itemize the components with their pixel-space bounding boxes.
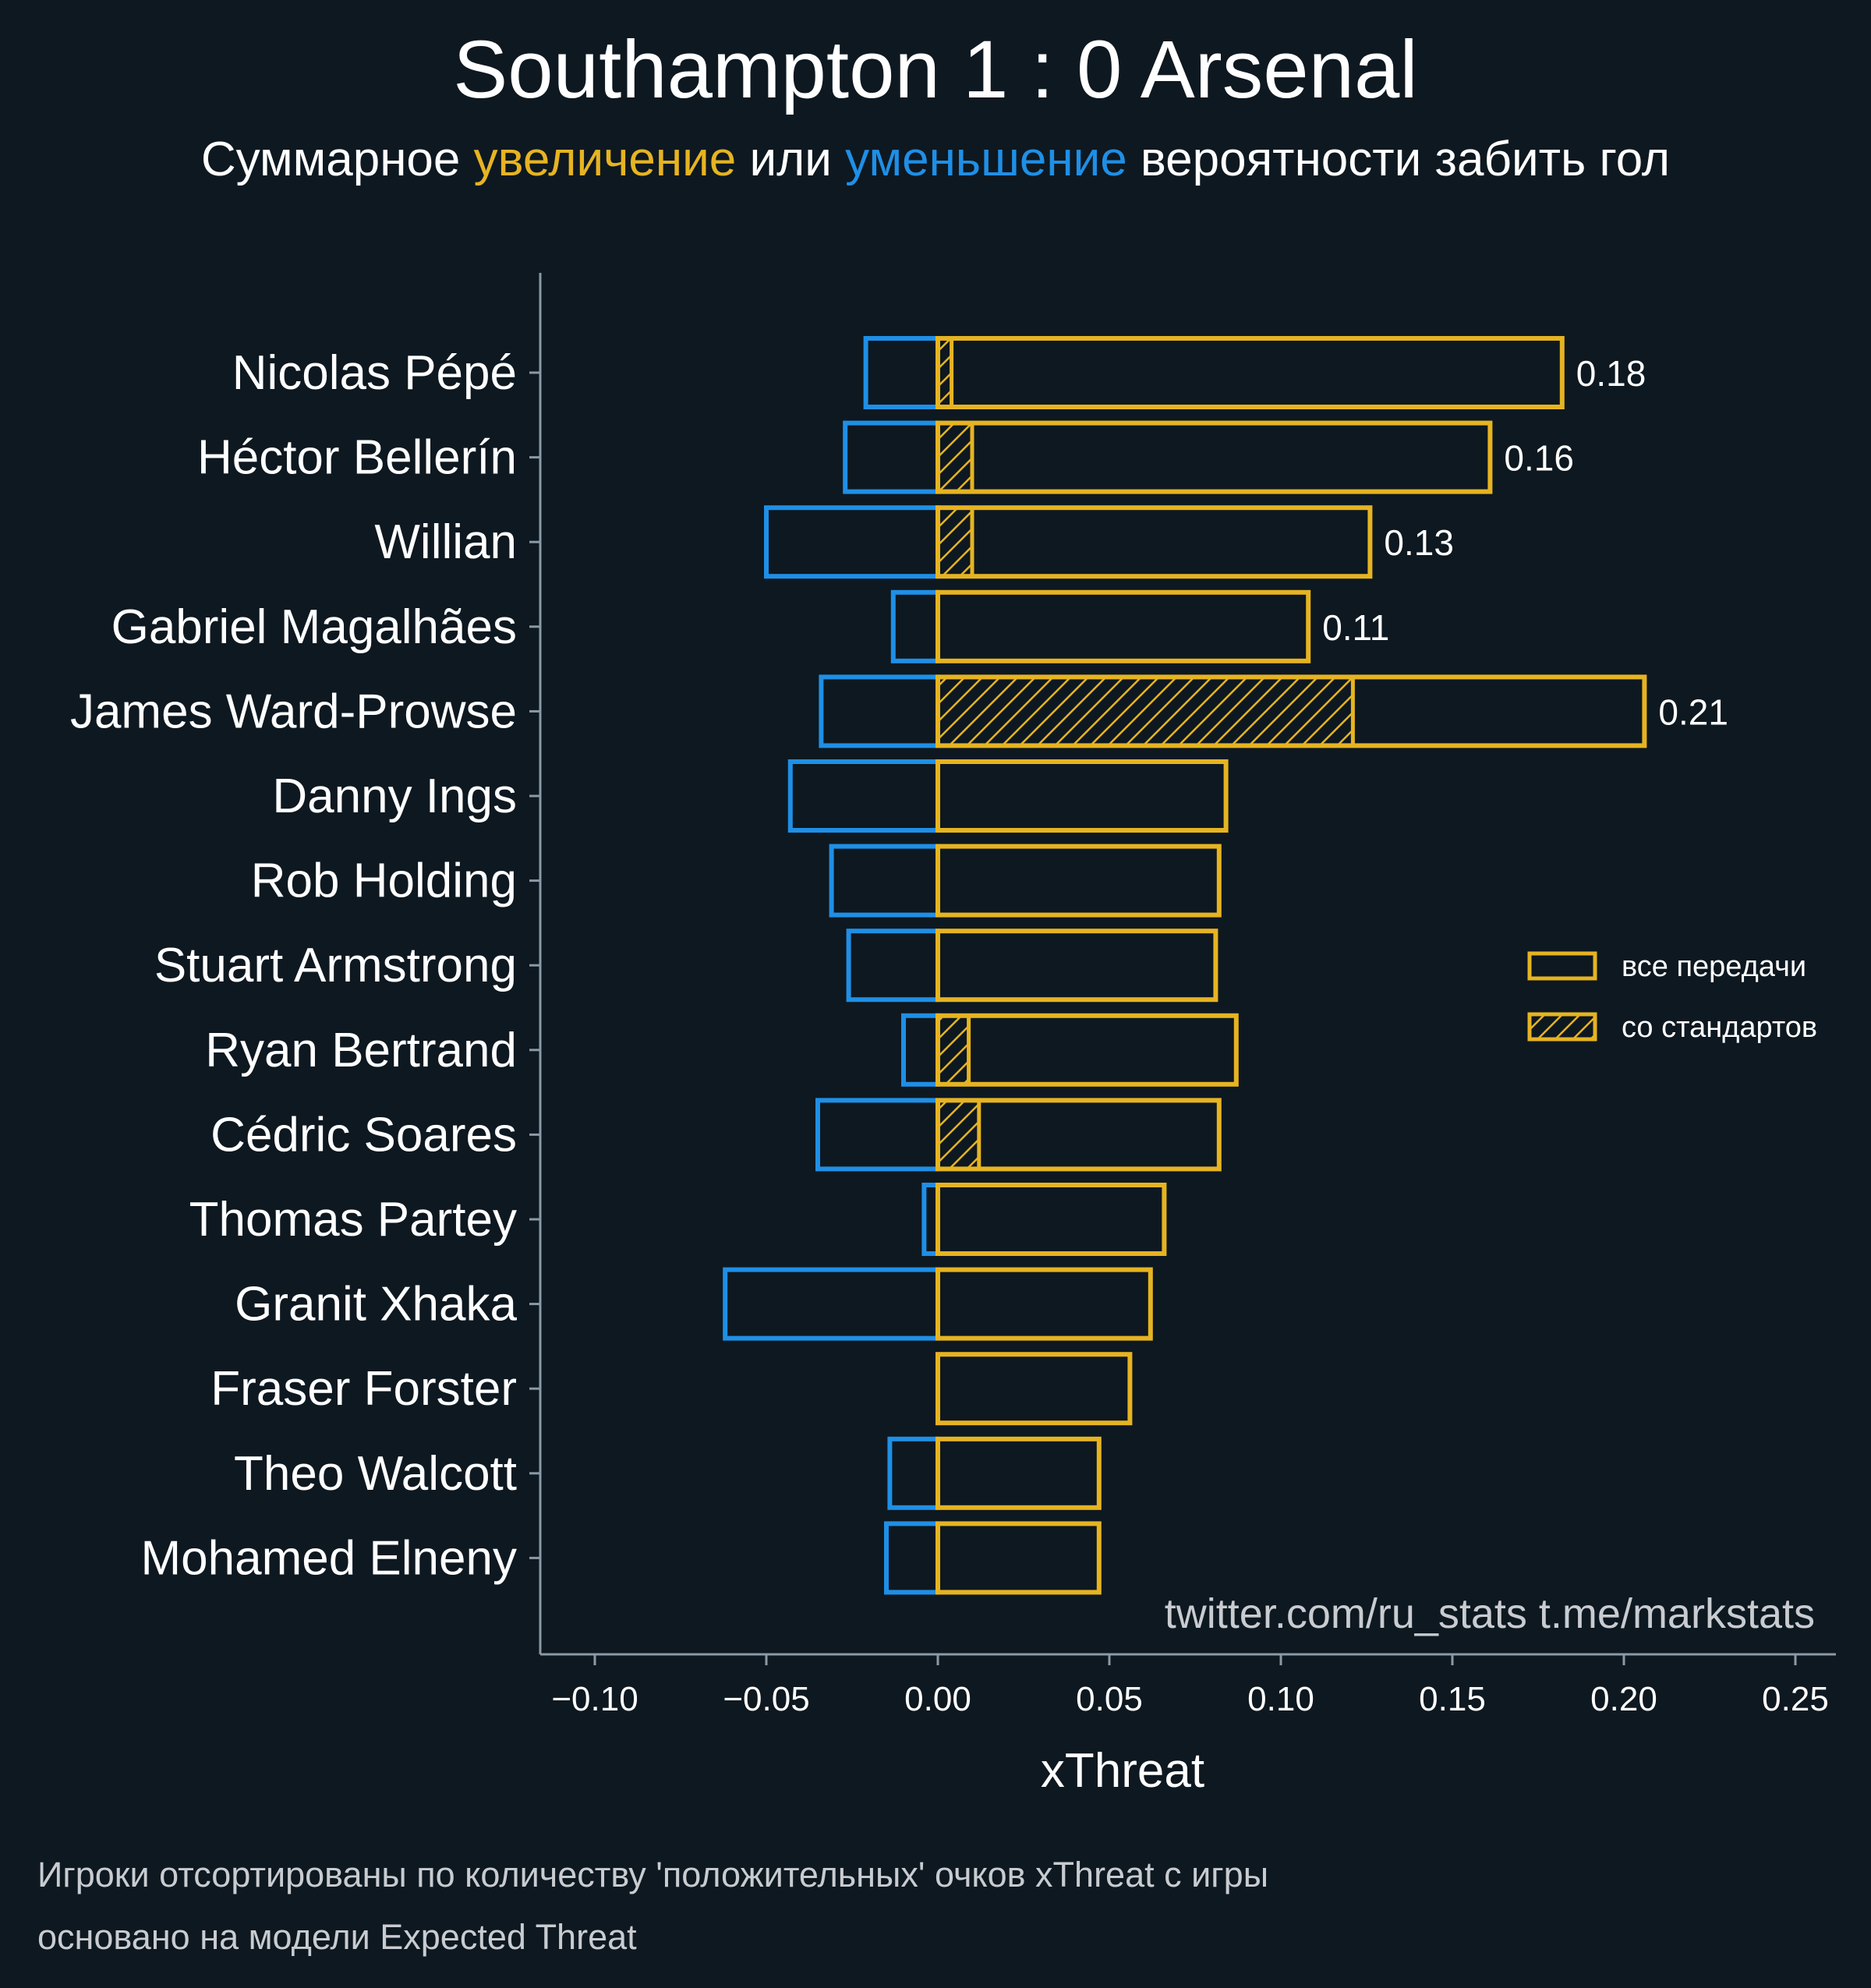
negative-bar: [884, 1521, 940, 1595]
negative-bar: [815, 1098, 940, 1172]
positive-bar: [936, 929, 1218, 1003]
chart-title: Southampton 1 : 0 Arsenal: [453, 24, 1418, 115]
value-label: 0.18: [1576, 353, 1646, 394]
positive-bar: [936, 844, 1222, 918]
negative-bar: [901, 1013, 940, 1087]
footnote-model: основано на модели Expected Threat: [37, 1917, 637, 1957]
negative-bar: [723, 1267, 940, 1341]
player-label: James Ward-Prowse: [70, 684, 517, 738]
player-label: Mohamed Elneny: [141, 1531, 518, 1585]
subtitle-prefix: Суммарное: [200, 133, 474, 186]
player-label: Stuart Armstrong: [154, 939, 517, 992]
player-label: Thomas Partey: [189, 1193, 517, 1247]
negative-bar: [863, 336, 940, 409]
value-label: 0.13: [1384, 522, 1454, 563]
negative-bar: [764, 505, 940, 579]
watermark: twitter.com/ru_stats t.me/markstats: [1165, 1590, 1815, 1637]
positive-bar: [936, 1267, 1153, 1341]
subtitle-middle: или: [736, 133, 846, 186]
x-tick-label: 0.25: [1762, 1680, 1829, 1718]
player-label: Danny Ings: [272, 769, 517, 823]
positive-bar: [936, 1521, 1102, 1595]
legend-label: со стандартов: [1622, 1011, 1817, 1044]
positive-bar: [936, 1436, 1102, 1510]
value-label: 0.21: [1658, 692, 1728, 732]
positive-bar: [936, 336, 1565, 409]
subtitle-decrease: уменьшение: [845, 133, 1127, 186]
negative-bar: [819, 674, 941, 748]
x-tick-label: −0.05: [723, 1680, 809, 1718]
set-piece-bar: [936, 505, 974, 578]
x-tick-label: 0.20: [1590, 1680, 1657, 1718]
x-tick-label: 0.05: [1076, 1680, 1143, 1718]
player-label: Willian: [374, 515, 517, 569]
set-piece-bar: [936, 1098, 981, 1171]
footnote-sorting: Игроки отсортированы по количеству 'поло…: [37, 1855, 1269, 1894]
player-label: Héctor Bellerín: [197, 431, 517, 485]
negative-bar: [846, 929, 940, 1003]
positive-bar: [936, 1013, 1239, 1087]
x-tick-label: 0.10: [1247, 1680, 1314, 1718]
legend: все передачи со стандартов: [1527, 950, 1817, 1044]
player-label: Nicolas Pépé: [232, 346, 517, 400]
x-tick-label: 0.15: [1419, 1680, 1486, 1718]
player-label: Theo Walcott: [234, 1447, 517, 1501]
positive-bar: [936, 1183, 1167, 1256]
player-label: Cédric Soares: [210, 1108, 517, 1162]
positive-bar: [936, 1098, 1222, 1172]
negative-bar: [890, 589, 941, 663]
player-label: Gabriel Magalhães: [111, 600, 517, 654]
set-piece-bar: [936, 1013, 971, 1087]
subtitle-increase: увеличение: [473, 133, 737, 186]
positive-bar: [936, 759, 1229, 833]
negative-bar: [843, 420, 940, 494]
negative-bar: [829, 844, 940, 918]
subtitle-suffix: вероятности забить гол: [1126, 133, 1671, 186]
negative-bar: [887, 1436, 941, 1510]
positive-bar: [936, 589, 1311, 663]
x-tick-label: 0.00: [904, 1680, 971, 1718]
player-label: Ryan Bertrand: [205, 1024, 517, 1077]
positive-bar: [936, 505, 1373, 579]
player-label: Fraser Forster: [210, 1362, 517, 1416]
value-label: 0.11: [1322, 607, 1389, 648]
player-label: Rob Holding: [251, 854, 517, 908]
legend-swatch: [1527, 951, 1597, 981]
legend-label: все передачи: [1622, 950, 1806, 983]
axes: −0.10 −0.05 0.00 0.05 0.10 0.15 0.20 0.25: [529, 273, 1836, 1718]
negative-bar: [787, 759, 940, 833]
bars: [723, 336, 1647, 1595]
x-tick-label: −0.10: [551, 1680, 638, 1718]
positive-bar: [936, 1352, 1133, 1426]
positive-bar: [936, 420, 1493, 494]
value-label: 0.16: [1504, 438, 1574, 479]
legend-swatch: [1527, 1012, 1597, 1042]
set-piece-bar: [936, 421, 974, 494]
positive-bar: [936, 674, 1647, 748]
labels: Nicolas Pépé 0.18 Héctor Bellerín 0.16 Willi…: [70, 346, 1728, 1585]
x-axis-label: xThreat: [1041, 1744, 1204, 1798]
player-label: Granit Xhaka: [235, 1278, 517, 1332]
set-piece-bar: [936, 674, 1355, 748]
chart-subtitle: Суммарное увеличение или уменьшение веро…: [0, 129, 1871, 191]
